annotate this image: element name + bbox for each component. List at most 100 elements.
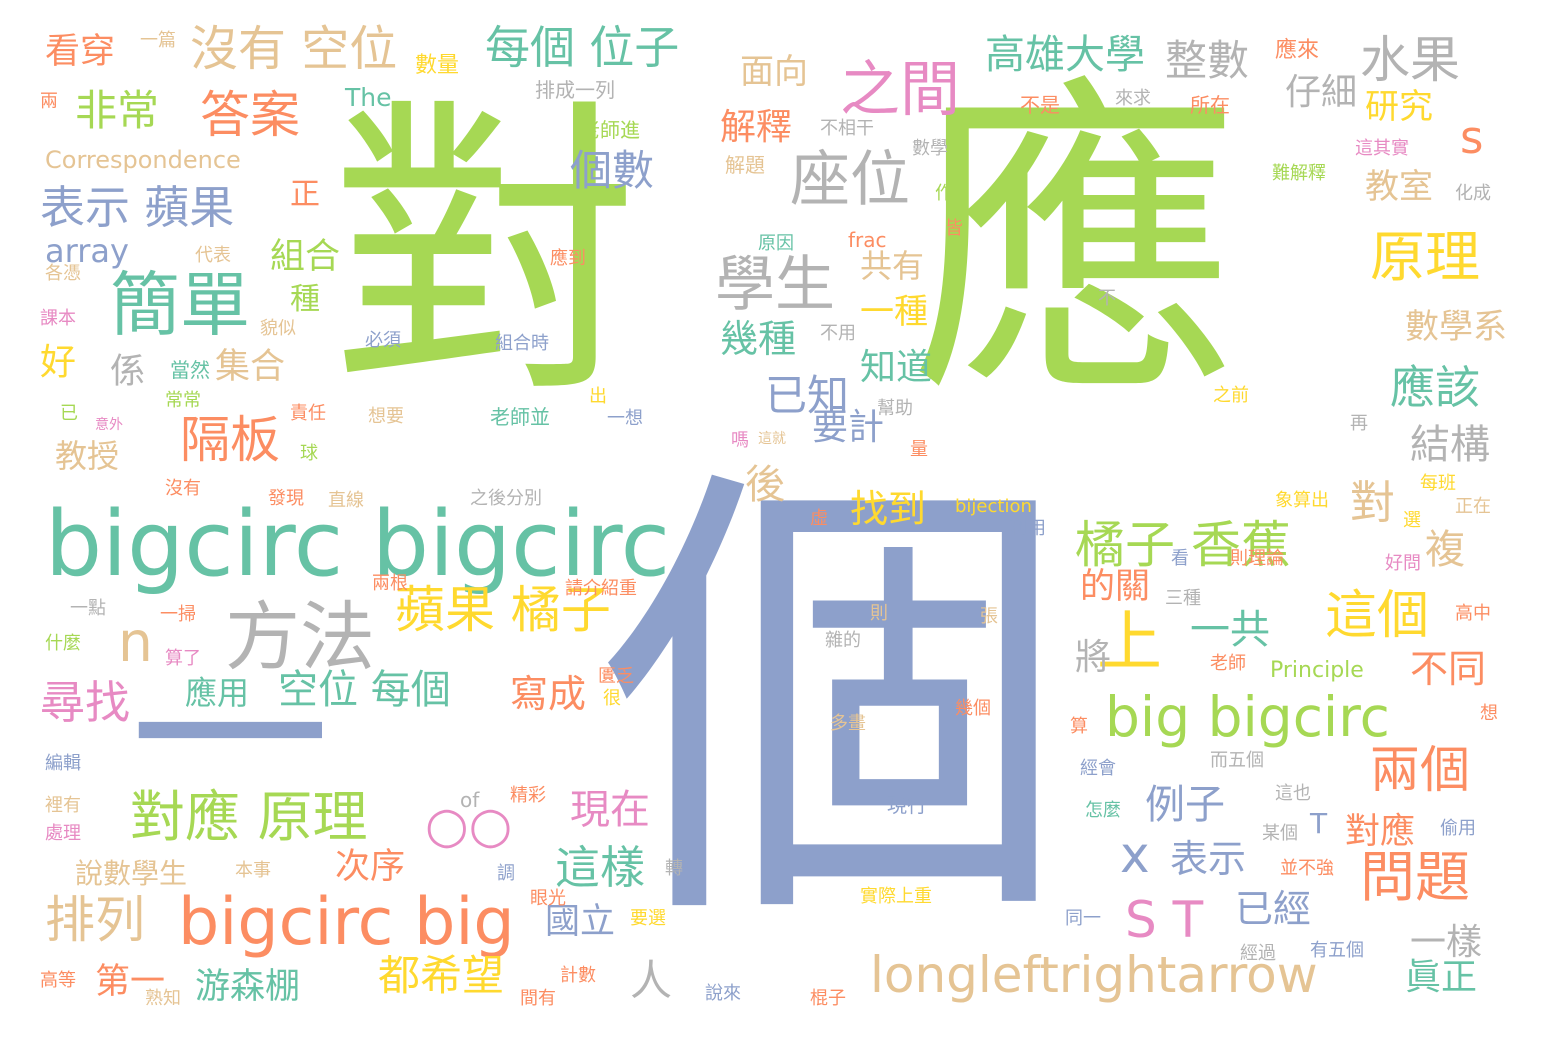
word-cloud-term: 一想	[607, 408, 643, 429]
word-cloud-term: of	[460, 788, 480, 812]
word-cloud-term: 兩個	[1370, 741, 1470, 799]
word-cloud-term: 棍子	[810, 988, 846, 1009]
word-cloud-term: 看穿	[45, 32, 116, 72]
word-cloud-term: 尋找	[40, 676, 131, 729]
word-cloud-term: 再	[1350, 413, 1368, 434]
word-cloud-term: 不用	[820, 323, 856, 344]
word-cloud-term: 責任	[290, 403, 326, 424]
word-cloud-term: 不是	[1020, 93, 1060, 117]
word-cloud-term: 正在	[1455, 496, 1491, 517]
word-cloud-term: 作	[935, 183, 953, 204]
word-cloud-term: x	[1120, 826, 1150, 884]
word-cloud-term: 原因	[758, 233, 794, 254]
word-cloud-term: 組合	[270, 237, 341, 277]
word-cloud-term: 直線	[328, 490, 364, 511]
word-cloud-term: 有五個	[1310, 940, 1364, 961]
word-cloud-term: 已	[60, 403, 78, 424]
word-cloud-term: 座位	[790, 145, 910, 215]
word-cloud-term: 來求	[1115, 88, 1151, 109]
word-cloud-term: 這也	[1275, 783, 1311, 804]
word-cloud-term: 蘋果 橘子	[395, 581, 611, 639]
word-cloud-term: 高等	[40, 970, 76, 991]
word-cloud-term: 沒有	[165, 478, 201, 499]
word-cloud-term: 實際上重	[860, 886, 932, 907]
word-cloud-term: 請介紹重	[565, 578, 637, 599]
word-cloud-term: 應	[910, 53, 1240, 437]
word-cloud-term: 寫成	[510, 672, 587, 716]
word-cloud-term: bigcirc big	[178, 885, 515, 960]
word-cloud-term: 眞正	[1405, 957, 1478, 998]
word-cloud-term: 化成	[1455, 183, 1491, 204]
word-cloud-term: 則	[870, 603, 888, 624]
word-cloud-term: s	[1460, 111, 1484, 164]
word-cloud-term: 一掃	[160, 604, 196, 625]
word-cloud-term: 偷用	[1440, 818, 1476, 839]
word-cloud-term: 想	[1480, 703, 1498, 724]
word-cloud-term: 應該	[1390, 361, 1481, 414]
word-cloud-term: The	[345, 83, 392, 112]
word-cloud-term: 係	[110, 352, 146, 392]
word-cloud-term: 間有	[520, 988, 556, 1009]
word-cloud-term: 應用	[185, 674, 250, 712]
word-cloud-term: 沒有 空位	[190, 21, 398, 77]
word-cloud-term: 要計	[812, 407, 885, 448]
word-cloud-term: 代表	[195, 245, 231, 266]
word-cloud-term: 不	[1098, 288, 1116, 309]
word-cloud-term: 知道	[860, 347, 933, 388]
word-cloud-term: 一樣	[1410, 922, 1483, 963]
word-cloud-term: 看	[1171, 548, 1189, 569]
word-cloud-term: 應到	[550, 248, 586, 269]
word-cloud-term: 幾種	[720, 317, 797, 361]
word-cloud-term: 怎麼	[1085, 800, 1121, 821]
word-cloud-term: 幫助	[877, 398, 913, 419]
word-cloud-term: 現行	[887, 793, 927, 817]
word-cloud-term: 某個	[1262, 823, 1298, 844]
word-cloud-term: 各憑	[45, 263, 81, 284]
word-cloud-term: 這其實	[1355, 138, 1409, 159]
word-cloud-term: 球	[300, 443, 318, 464]
word-cloud-term: 這就	[758, 431, 786, 447]
word-cloud-term: 很	[603, 688, 621, 709]
word-cloud-term: 不相干	[820, 118, 874, 139]
word-cloud-term: 數量	[415, 53, 460, 78]
word-cloud-term: 隔板	[180, 411, 280, 469]
word-cloud-term: 組合時	[495, 333, 549, 354]
word-cloud-term: 算	[1070, 716, 1088, 737]
word-cloud-term: 什麼	[45, 633, 81, 654]
word-cloud-term: 高雄大學	[985, 32, 1145, 78]
word-cloud-term: 兩根	[372, 573, 408, 594]
word-cloud-term: 則理論	[1230, 548, 1284, 569]
word-cloud-term: 問題	[1360, 845, 1471, 909]
word-cloud-term: 對	[1350, 476, 1396, 529]
word-cloud-term: 橘子 香蕉	[1075, 516, 1291, 574]
word-cloud-term: 面向	[740, 52, 808, 92]
word-cloud-term: 之前	[1213, 385, 1249, 406]
word-cloud-term: 學生	[715, 250, 835, 320]
word-cloud-term: 幾個	[955, 698, 991, 719]
word-cloud-term: 不同	[1410, 647, 1487, 691]
word-cloud-term: 教室	[1365, 167, 1433, 207]
word-cloud-term: 找到	[850, 487, 927, 531]
word-cloud-term: 正	[290, 177, 320, 212]
word-cloud-term: 眼光	[530, 888, 566, 909]
word-cloud-term: 集合	[215, 347, 286, 387]
word-cloud-term: 好	[40, 342, 77, 383]
word-cloud-term: bijection	[955, 496, 1032, 517]
word-cloud-term: 貌似	[260, 318, 296, 339]
word-cloud-term: 之後分別	[470, 488, 542, 509]
word-cloud-term: 第一	[95, 962, 166, 1002]
word-cloud-term: 解題	[725, 153, 765, 177]
word-cloud-term: frac	[848, 228, 887, 252]
word-cloud-term: 張	[980, 606, 998, 627]
word-cloud-term: S T	[1125, 891, 1204, 949]
word-cloud-term: 調	[497, 863, 515, 884]
word-cloud-term: 排成一列	[535, 78, 615, 102]
word-cloud-term: 裡有	[45, 795, 81, 816]
word-cloud-term: 常常	[165, 390, 201, 411]
word-cloud-term: 已經	[1235, 887, 1312, 931]
word-cloud-term: 對	[330, 74, 640, 435]
word-cloud-term: 虛	[810, 508, 828, 529]
word-cloud-term: 水果	[1360, 31, 1460, 89]
word-cloud-term: 說來	[705, 983, 741, 1004]
